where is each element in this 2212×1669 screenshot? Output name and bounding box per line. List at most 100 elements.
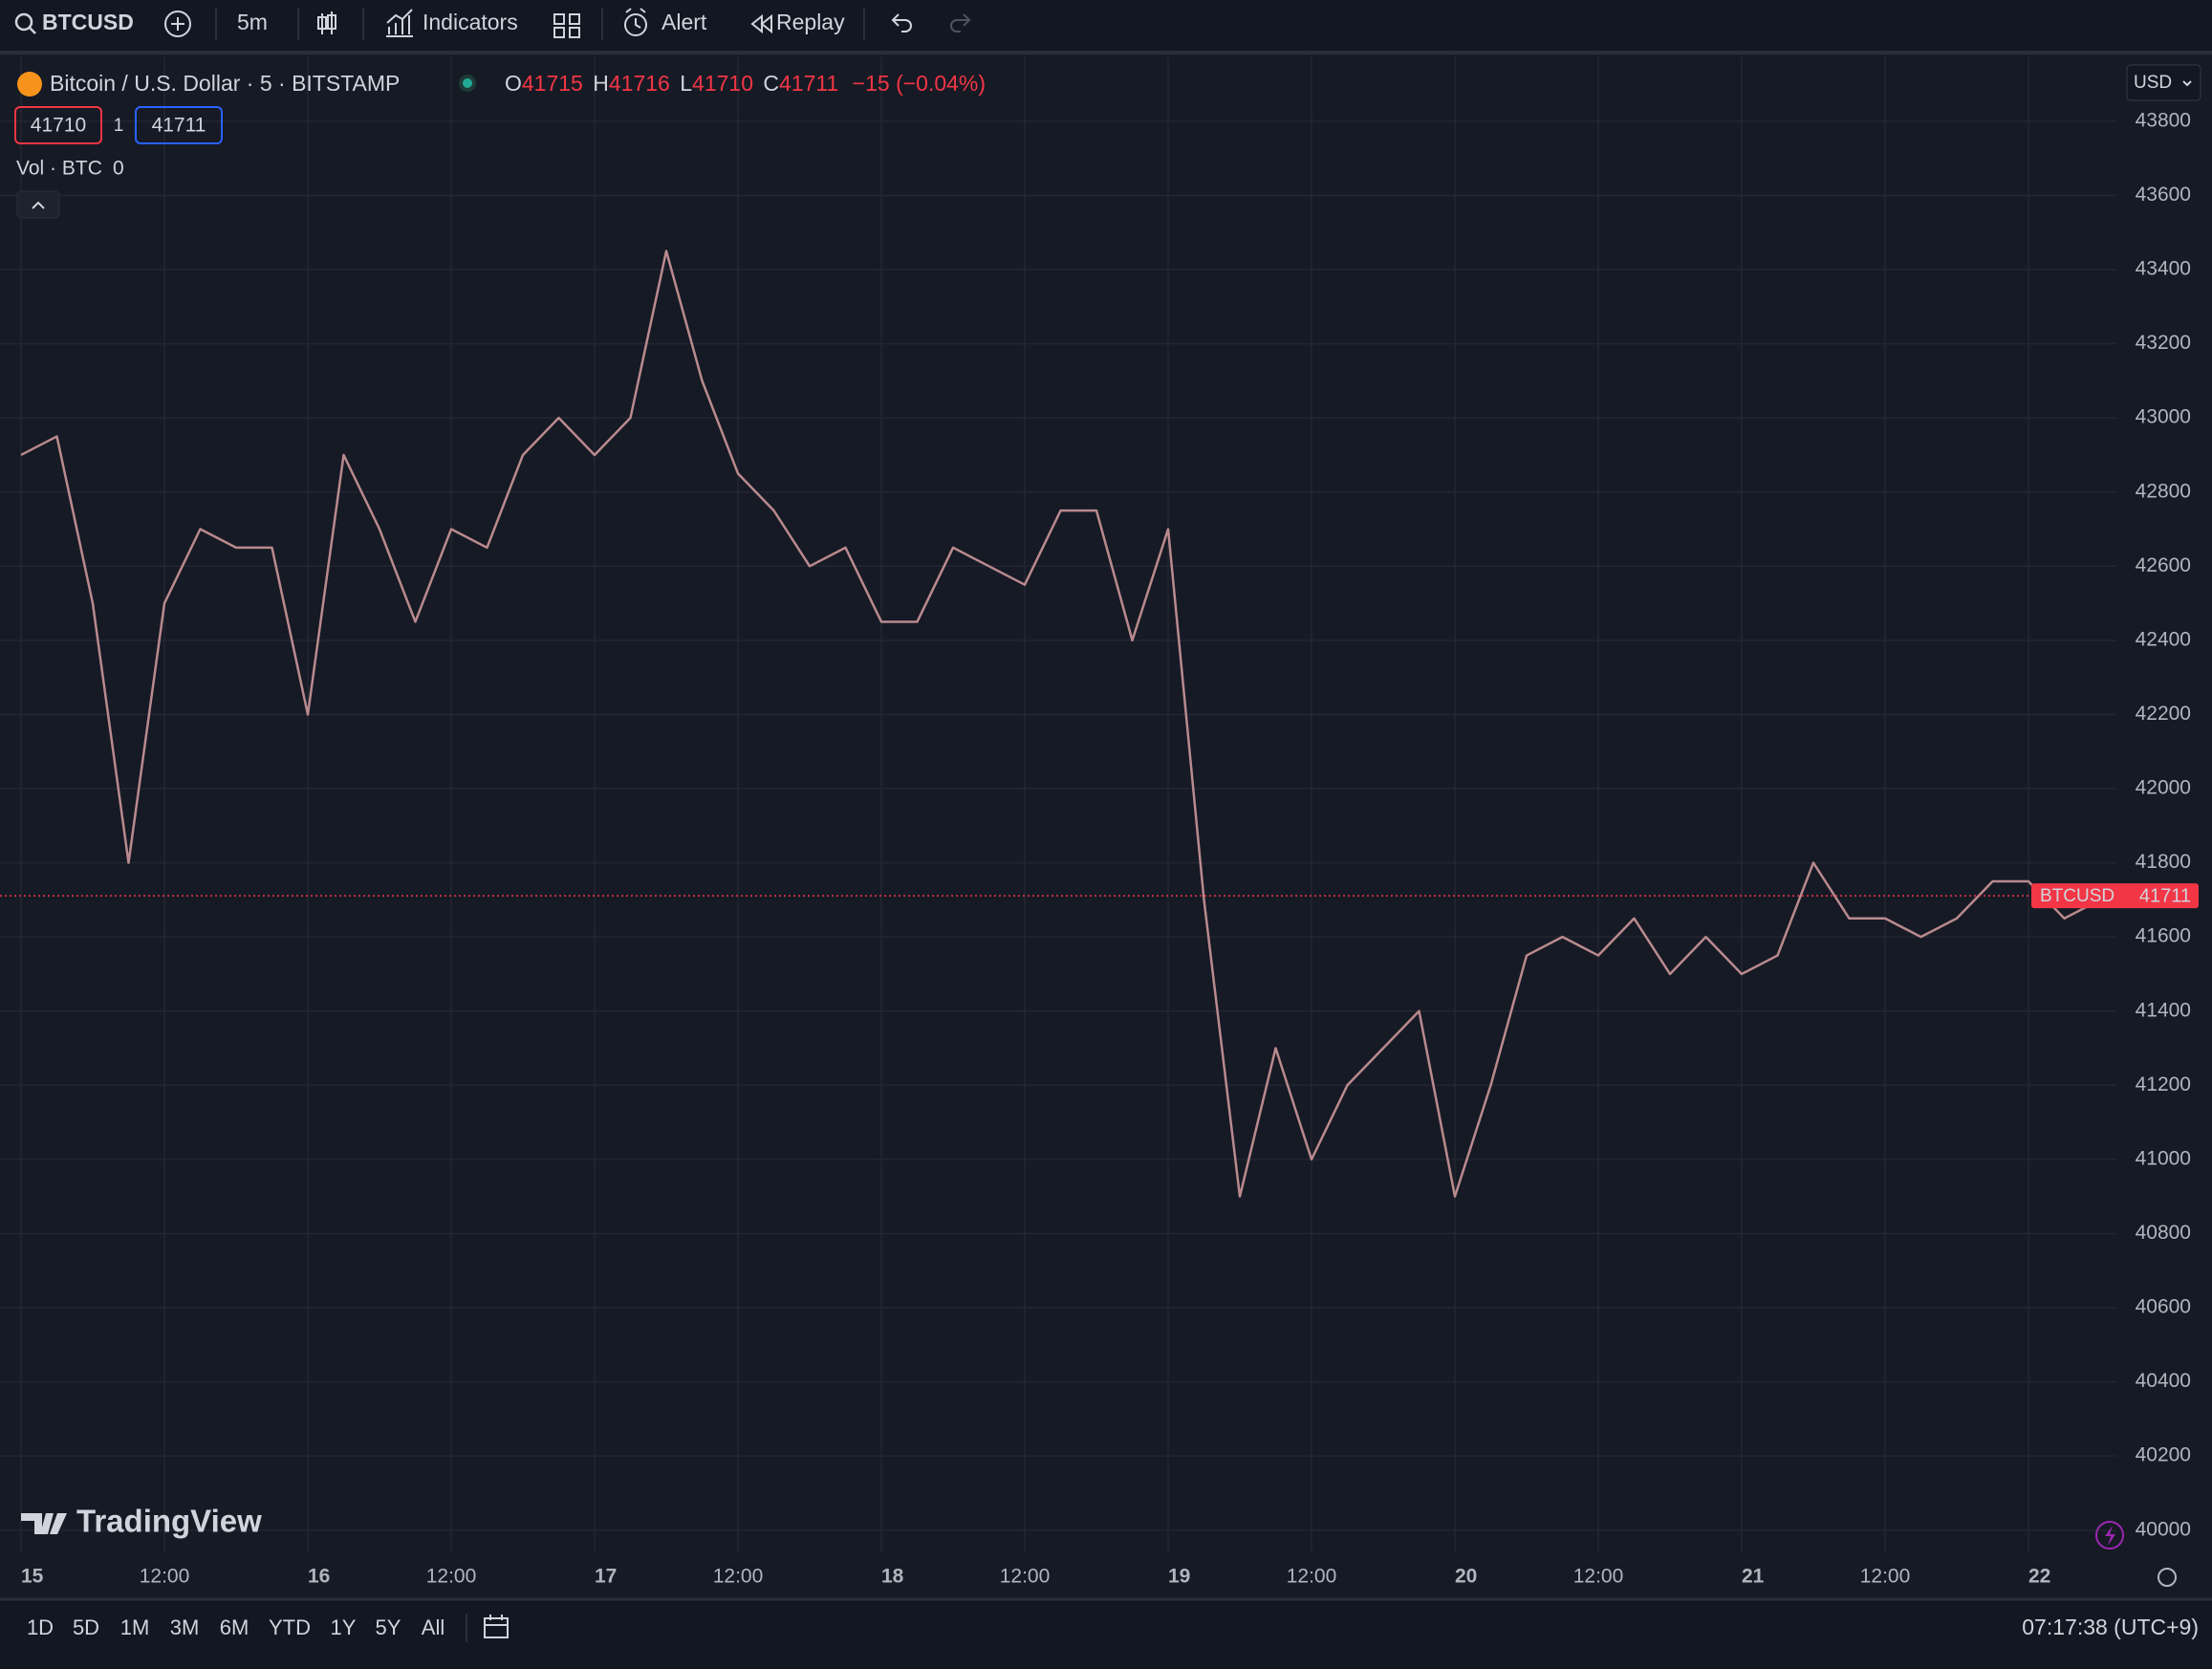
- x-tick-label: 19: [1168, 1566, 1190, 1588]
- y-tick-label: 40200: [2136, 1444, 2191, 1466]
- ohlc-label: C: [763, 71, 779, 96]
- y-tick-label: 41000: [2136, 1147, 2191, 1169]
- alert-icon: [625, 8, 646, 29]
- undo-button[interactable]: [891, 13, 912, 33]
- ohlc-value: 41711: [779, 71, 838, 96]
- range-button[interactable]: YTD: [269, 1615, 311, 1639]
- coin-icon: [17, 72, 42, 97]
- y-tick-label: 41800: [2136, 851, 2191, 873]
- x-tick-label: 17: [595, 1566, 617, 1588]
- volume-label: Vol · BTC: [16, 158, 102, 180]
- redo-button[interactable]: [950, 13, 971, 33]
- buy-price: 41711: [152, 115, 206, 137]
- search-icon[interactable]: [14, 12, 33, 32]
- range-button[interactable]: 6M: [220, 1615, 249, 1639]
- lightning-button[interactable]: [2095, 1521, 2124, 1550]
- price-tag-symbol: BTCUSD: [2040, 886, 2114, 906]
- indicators-icon: [386, 9, 413, 37]
- alert-button[interactable]: Alert: [661, 10, 707, 34]
- chevron: [32, 201, 45, 209]
- brand-logo: [21, 1513, 67, 1534]
- x-tick-label: 16: [308, 1566, 330, 1588]
- currency: USD: [2134, 73, 2172, 93]
- goto-date-button[interactable]: [484, 1615, 509, 1638]
- x-tick-label: 18: [881, 1566, 904, 1588]
- x-tick-label: 12:00: [1287, 1566, 1337, 1588]
- y-tick-label: 40800: [2136, 1222, 2191, 1244]
- change: −15 (−0.04%): [853, 71, 986, 96]
- settings-button[interactable]: [2158, 1568, 2177, 1587]
- brand: TradingView: [76, 1504, 262, 1539]
- grid: [0, 56, 2116, 1552]
- market-status: [463, 78, 472, 88]
- ohlc-value: 41716: [609, 71, 670, 96]
- y-tick-label: 40400: [2136, 1370, 2191, 1392]
- x-tick-label: 21: [1742, 1566, 1765, 1588]
- range-button[interactable]: All: [422, 1615, 445, 1639]
- ohlc-label: H: [593, 71, 609, 96]
- x-tick-label: 12:00: [1000, 1566, 1051, 1588]
- y-tick-label: 43000: [2136, 406, 2191, 428]
- interval[interactable]: 5m: [237, 10, 268, 34]
- x-tick-label: 12:00: [426, 1566, 477, 1588]
- y-tick-label: 43200: [2136, 332, 2191, 354]
- y-tick-label: 42000: [2136, 777, 2191, 799]
- x-tick-label: 12:00: [1573, 1566, 1624, 1588]
- y-tick-label: 41200: [2136, 1073, 2191, 1095]
- lightning-icon: [2105, 1526, 2115, 1546]
- compare-button[interactable]: [164, 11, 191, 37]
- alert-icon: [624, 13, 647, 36]
- y-tick-label: 42400: [2136, 628, 2191, 650]
- symbol[interactable]: BTCUSD: [42, 10, 134, 34]
- replay-icon: [750, 13, 772, 34]
- layouts-button[interactable]: [553, 13, 580, 38]
- range-buttons: 1D 5D 1M 3M 6M YTD 1Y 5Y All: [27, 1615, 445, 1639]
- clock: 07:17:38 (UTC+9): [2022, 1615, 2199, 1639]
- price-tag: [2031, 883, 2199, 909]
- range-button[interactable]: 1M: [120, 1615, 150, 1639]
- symbol-title: Bitcoin / U.S. Dollar · 5 · BITSTAMP: [50, 71, 400, 96]
- x-tick-label: 15: [21, 1566, 44, 1588]
- sell-price: 41710: [31, 115, 86, 137]
- plot: 40000 40200 40400 40600 40800 41000 41200 41400…: [0, 109, 2199, 1588]
- x-tick-label: 22: [2028, 1566, 2050, 1588]
- collapse-button[interactable]: [16, 190, 60, 219]
- range-button[interactable]: 1D: [27, 1615, 54, 1639]
- quantity: 1: [114, 116, 124, 136]
- indicators-button[interactable]: Indicators: [423, 10, 518, 34]
- y-tick-label: 41600: [2136, 925, 2191, 947]
- ohlc-label: L: [680, 71, 692, 96]
- currency-button[interactable]: [2126, 64, 2201, 101]
- y-tick-label: 40000: [2136, 1518, 2191, 1540]
- y-tick-label: 43800: [2136, 109, 2191, 131]
- x-tick-label: 12:00: [1860, 1566, 1911, 1588]
- plus-icon: [171, 17, 184, 31]
- x-tick-label: 12:00: [140, 1566, 190, 1588]
- range-button[interactable]: 1Y: [331, 1615, 357, 1639]
- ohlc-label: O: [505, 71, 522, 96]
- x-tick-label: 20: [1455, 1566, 1477, 1588]
- chart-type-button[interactable]: [317, 11, 336, 34]
- y-tick-label: 42600: [2136, 554, 2191, 576]
- ohlc-value: 41715: [522, 71, 583, 96]
- toolbar: [0, 0, 2212, 52]
- replay-button[interactable]: Replay: [776, 10, 845, 34]
- ohlc-value: 41710: [692, 71, 753, 96]
- range-button[interactable]: 5D: [73, 1615, 99, 1639]
- price-line: [20, 249, 2101, 1198]
- bottom-bar: [0, 1601, 2212, 1669]
- y-tick-label: 42800: [2136, 480, 2191, 502]
- y-tick-label: 43400: [2136, 258, 2191, 280]
- sell-button[interactable]: [14, 106, 102, 144]
- range-button[interactable]: 3M: [170, 1615, 200, 1639]
- ohlc: O41715 H41716 L41710 C41711 −15 (−0.04%): [505, 71, 986, 96]
- x-tick-label: 12:00: [713, 1566, 764, 1588]
- chevron: [2182, 80, 2192, 87]
- price-tag-price: 41711: [2139, 885, 2191, 906]
- buy-button[interactable]: [135, 106, 223, 144]
- y-tick-label: 40600: [2136, 1296, 2191, 1318]
- range-button[interactable]: 5Y: [376, 1615, 401, 1639]
- volume-value: 0: [113, 158, 124, 180]
